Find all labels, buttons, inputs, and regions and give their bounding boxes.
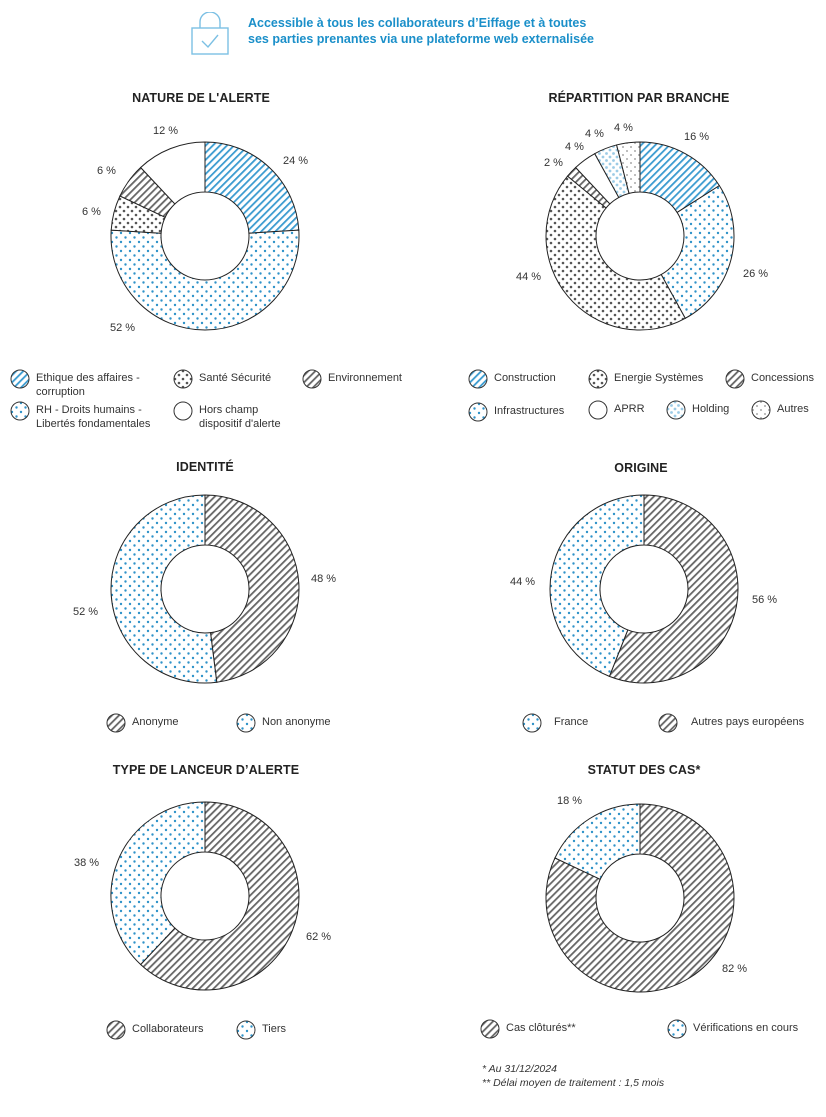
donut-slice — [139, 801, 300, 991]
donut-slice — [139, 141, 206, 205]
legend-label: Santé Sécurité — [199, 372, 272, 384]
donut-origine — [549, 494, 739, 684]
donut-slice — [608, 494, 739, 684]
data-label: 2 % — [544, 157, 563, 169]
header-line-1: Accessible à tous les collaborateurs d’E… — [248, 16, 587, 30]
data-label: 82 % — [722, 963, 748, 975]
data-label: 16 % — [684, 131, 710, 143]
donut-slice — [204, 494, 300, 683]
donut-slice — [110, 801, 206, 966]
legend-label: Anonyme — [132, 716, 179, 728]
legend-label: Environnement — [328, 372, 402, 384]
chart-title-statut: STATUT DES CAS* — [587, 763, 701, 777]
legend-label: Non anonyme — [262, 716, 331, 728]
legend-label: Tiers — [262, 1023, 287, 1035]
legend-label: RH - Droits humains - Libertés fondament… — [36, 404, 151, 430]
data-label: 44 % — [510, 576, 536, 588]
footnote-line-2: ** Délai moyen de traitement : 1,5 mois — [482, 1077, 665, 1089]
donut-slice — [660, 184, 735, 320]
legend-label: Holding — [692, 403, 730, 415]
chart-title-identite: IDENTITÉ — [176, 460, 234, 474]
legend-label: Cas clôturés** — [506, 1022, 576, 1034]
donut-nature — [110, 141, 300, 331]
data-label: 6 % — [97, 165, 116, 177]
legend-label: Autres — [777, 403, 809, 415]
donut-statut — [545, 803, 735, 993]
donut-slice — [110, 229, 300, 331]
data-label: 12 % — [153, 125, 179, 137]
data-label: 4 % — [585, 128, 604, 140]
legend-label: Hors champ dispositif d'alerte — [199, 404, 281, 430]
chart-title-lanceur: TYPE DE LANCEUR D’ALERTE — [112, 763, 300, 777]
data-label: 18 % — [557, 795, 583, 807]
header-banner: Accessible à tous les collaborateurs d’E… — [190, 8, 710, 58]
data-label: 38 % — [74, 857, 100, 869]
data-label: 6 % — [82, 206, 101, 218]
legend-label: APRR — [614, 403, 645, 415]
data-label: 26 % — [743, 268, 769, 280]
donut-slice — [554, 803, 641, 880]
header-line-2: ses parties prenantes via une plateforme… — [248, 32, 594, 46]
data-label: 44 % — [516, 271, 542, 283]
chart-title-branche: RÉPARTITION PAR BRANCHE — [548, 91, 730, 105]
lock-check-icon — [191, 12, 229, 55]
donut-slice — [110, 494, 218, 684]
donut-slice — [204, 141, 300, 234]
donut-slice — [549, 494, 645, 678]
legend-label: France — [554, 716, 589, 728]
legend-label: Energie Systèmes — [614, 372, 704, 384]
donut-slice — [545, 175, 686, 331]
donut-branche — [545, 141, 735, 331]
data-label: 4 % — [565, 141, 584, 153]
header-text: Accessible à tous les collaborateurs d’E… — [248, 15, 688, 47]
legend-label: Concessions — [751, 372, 814, 384]
data-label: 52 % — [73, 606, 99, 618]
data-label: 56 % — [752, 594, 778, 606]
chart-title-origine: ORIGINE — [614, 461, 668, 475]
donut-slice — [616, 141, 641, 194]
data-label: 24 % — [283, 155, 309, 167]
footnote: * Au 31/12/2024 ** Délai moyen de traite… — [482, 1062, 664, 1090]
legend-label: Ethique des affaires - corruption — [36, 372, 140, 398]
donut-slice — [545, 803, 735, 993]
donut-lanceur — [110, 801, 300, 991]
donut-identite — [110, 494, 300, 684]
data-label: 62 % — [306, 931, 332, 943]
legend-label: Construction — [494, 372, 556, 384]
footnote-line-1: * Au 31/12/2024 — [482, 1063, 557, 1075]
chart-title-nature: NATURE DE L'ALERTE — [132, 91, 270, 105]
legend-label: Collaborateurs — [132, 1023, 204, 1035]
legend-label: Vérifications en cours — [693, 1022, 799, 1034]
data-label: 48 % — [311, 573, 337, 585]
legend-label: Autres pays européens — [691, 716, 805, 728]
data-label: 52 % — [110, 322, 136, 334]
legend-label: Infrastructures — [494, 405, 565, 417]
data-label: 4 % — [614, 122, 633, 134]
